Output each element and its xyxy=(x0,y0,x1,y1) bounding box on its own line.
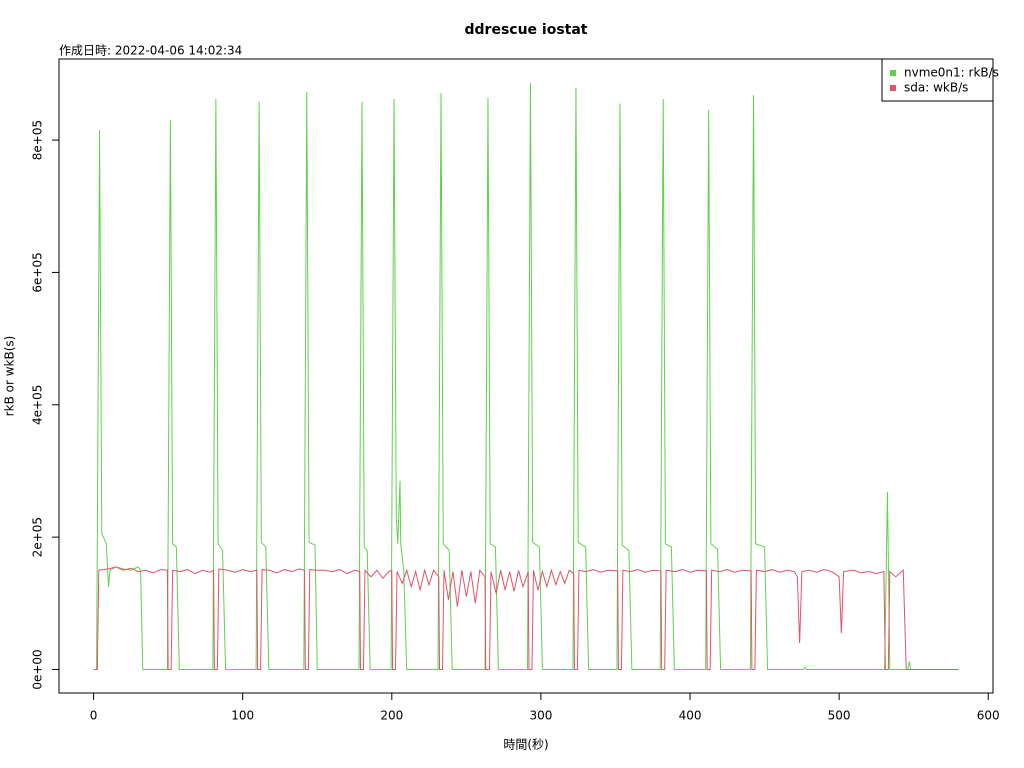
legend-label: nvme0n1: rkB/s xyxy=(904,66,999,80)
x-tick-label: 300 xyxy=(529,709,552,723)
x-tick-label: 100 xyxy=(231,709,254,723)
y-tick-label: 6e+05 xyxy=(31,252,45,292)
y-tick-label: 2e+05 xyxy=(31,517,45,557)
x-tick-label: 600 xyxy=(977,709,1000,723)
x-tick-label: 500 xyxy=(828,709,851,723)
y-axis-label: rkB or wkB(s) xyxy=(3,336,17,417)
series-line xyxy=(93,83,959,671)
legend-swatch xyxy=(890,70,896,76)
x-tick-label: 200 xyxy=(380,709,403,723)
legend-box xyxy=(881,58,994,102)
y-tick-label: 4e+05 xyxy=(31,385,45,425)
legend-swatch xyxy=(890,85,896,91)
y-tick-label: 8e+05 xyxy=(31,120,45,160)
chart-subtitle: 作成日時: 2022-04-06 14:02:34 xyxy=(59,44,242,58)
series-line xyxy=(93,566,959,671)
plot-frame xyxy=(58,58,994,694)
chart-title: ddrescue iostat xyxy=(465,22,588,38)
legend-label: sda: wkB/s xyxy=(904,81,968,95)
y-tick-label: 0e+00 xyxy=(31,649,45,689)
x-tick-label: 400 xyxy=(679,709,702,723)
x-axis-label: 時間(秒) xyxy=(503,738,548,752)
x-tick-label: 0 xyxy=(90,709,98,723)
